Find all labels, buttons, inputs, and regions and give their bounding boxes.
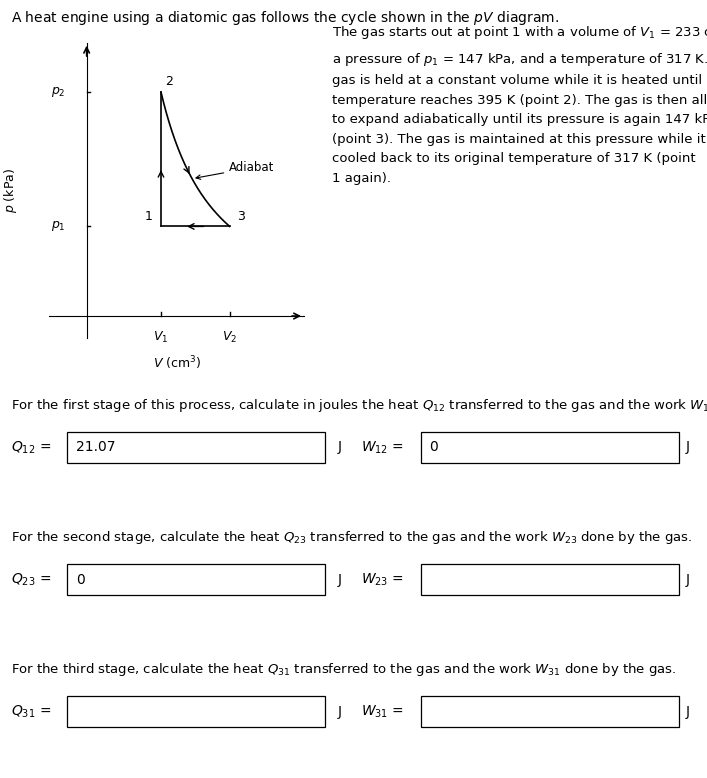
Text: For the third stage, calculate the heat $Q_{31}$ transferred to the gas and the : For the third stage, calculate the heat …: [11, 661, 676, 678]
Text: $p_2$: $p_2$: [52, 85, 66, 99]
Text: $Q_{31}$ =: $Q_{31}$ =: [11, 703, 51, 720]
Text: 2: 2: [165, 75, 173, 88]
Text: J: J: [686, 440, 690, 454]
Text: J: J: [686, 705, 690, 719]
Text: $V_2$: $V_2$: [222, 329, 238, 345]
Text: A heat engine using a diatomic gas follows the cycle shown in the $pV$ diagram.: A heat engine using a diatomic gas follo…: [11, 9, 559, 27]
Text: J: J: [338, 440, 342, 454]
Text: $p_1$: $p_1$: [51, 219, 66, 233]
Text: 3: 3: [237, 210, 245, 223]
Text: 21.07: 21.07: [76, 440, 115, 454]
Text: Adiabat: Adiabat: [196, 161, 274, 180]
Text: The gas starts out at point 1 with a volume of $V_1$ = 233 cm$^3$,
a pressure of: The gas starts out at point 1 with a vol…: [332, 23, 707, 184]
Text: $Q_{12}$ =: $Q_{12}$ =: [11, 439, 51, 456]
Text: J: J: [338, 573, 342, 587]
Text: $W_{31}$ =: $W_{31}$ =: [361, 703, 404, 720]
Text: $V_1$: $V_1$: [153, 329, 169, 345]
Text: J: J: [338, 705, 342, 719]
Text: For the second stage, calculate the heat $Q_{23}$ transferred to the gas and the: For the second stage, calculate the heat…: [11, 529, 692, 546]
Text: For the first stage of this process, calculate in joules the heat $Q_{12}$ trans: For the first stage of this process, cal…: [11, 397, 707, 414]
Text: 1: 1: [144, 210, 152, 223]
Text: $W_{12}$ =: $W_{12}$ =: [361, 439, 404, 456]
Text: $Q_{23}$ =: $Q_{23}$ =: [11, 571, 51, 588]
Text: 0: 0: [429, 440, 438, 454]
Text: $V$ (cm$^3$): $V$ (cm$^3$): [153, 354, 201, 372]
Text: 0: 0: [76, 573, 84, 587]
Text: $p$ (kPa): $p$ (kPa): [2, 168, 19, 213]
Text: $W_{23}$ =: $W_{23}$ =: [361, 571, 404, 588]
Text: J: J: [686, 573, 690, 587]
